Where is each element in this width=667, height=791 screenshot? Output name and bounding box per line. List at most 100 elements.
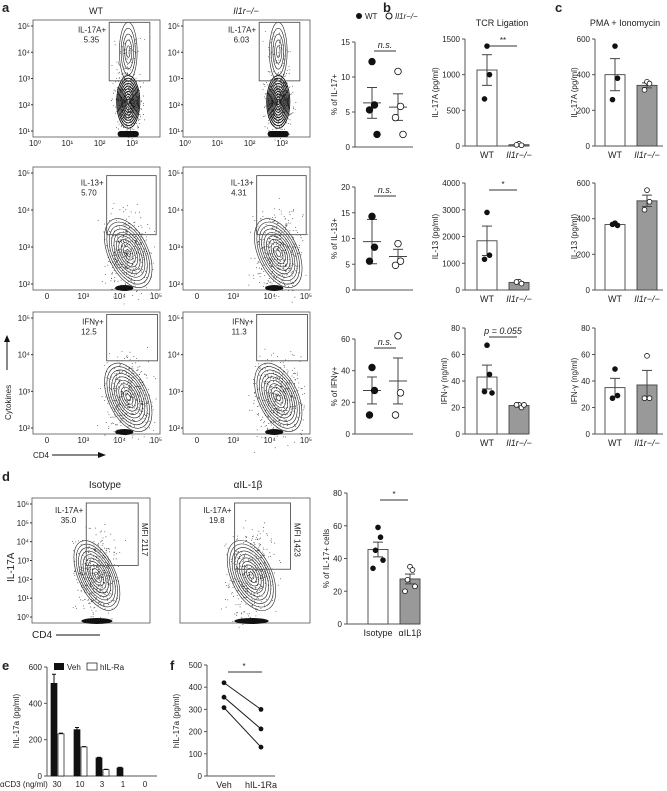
event-dot — [263, 107, 265, 109]
event-dot — [118, 241, 119, 242]
y-tick-label: 20 — [333, 587, 342, 596]
event-dot — [115, 261, 117, 263]
event-dot — [132, 394, 134, 396]
event-dot — [237, 535, 239, 537]
event-dot — [127, 406, 129, 408]
event-dot — [245, 540, 247, 541]
event-dot — [102, 557, 103, 559]
event-dot — [128, 50, 130, 52]
event-dot — [103, 571, 105, 573]
event-dot — [251, 558, 253, 560]
event-dot — [82, 600, 84, 601]
event-dot — [264, 227, 265, 229]
event-dot — [102, 543, 104, 545]
event-dot — [260, 557, 262, 559]
event-dot — [128, 52, 130, 54]
contour — [267, 77, 290, 127]
data-point — [221, 705, 227, 711]
event-dot — [119, 248, 121, 250]
event-dot — [120, 419, 122, 421]
event-dot — [126, 372, 127, 374]
event-dot — [121, 253, 122, 255]
x-category-label: Il1r−/− — [634, 438, 660, 448]
axis-pile — [234, 618, 269, 624]
event-dot — [111, 289, 113, 290]
event-dot — [111, 416, 113, 418]
event-dot — [120, 425, 122, 426]
event-dot — [280, 385, 282, 387]
event-dot — [125, 228, 127, 230]
event-dot — [88, 546, 90, 548]
event-dot — [245, 535, 247, 537]
event-dot — [264, 96, 266, 98]
event-dot — [113, 92, 114, 94]
event-dot — [246, 536, 248, 538]
event-dot — [117, 356, 119, 358]
y-tick-label: 10 — [341, 235, 350, 244]
event-dot — [82, 605, 84, 607]
event-dot — [256, 556, 258, 558]
data-point — [391, 113, 400, 122]
event-dot — [128, 260, 130, 261]
event-dot — [118, 72, 120, 74]
event-dot — [143, 418, 145, 420]
data-point — [368, 363, 376, 372]
event-dot — [133, 224, 135, 226]
event-dot — [115, 272, 117, 274]
event-dot — [126, 237, 128, 239]
event-dot — [126, 355, 128, 357]
contour — [94, 571, 100, 580]
event-dot — [305, 274, 307, 276]
event-dot — [268, 56, 270, 58]
event-dot — [108, 604, 110, 605]
event-dot — [290, 113, 292, 115]
pair-line — [223, 707, 262, 748]
contour — [268, 383, 289, 412]
event-dot — [275, 408, 277, 410]
event-dot — [276, 107, 278, 109]
event-dot — [97, 601, 99, 603]
event-dot — [272, 226, 274, 228]
event-dot — [270, 377, 272, 378]
event-dot — [80, 590, 82, 592]
event-dot — [136, 385, 138, 387]
event-dot — [121, 237, 123, 238]
contour — [126, 45, 131, 58]
event-dot — [95, 527, 97, 529]
event-dot — [280, 257, 282, 259]
event-dot — [278, 89, 280, 91]
contour — [266, 75, 291, 129]
event-dot — [101, 544, 103, 546]
event-dot — [147, 403, 148, 404]
event-dot — [289, 69, 291, 71]
event-dot — [252, 605, 254, 607]
event-dot — [277, 95, 278, 97]
event-dot — [81, 567, 83, 569]
contour — [254, 362, 303, 432]
event-dot — [279, 420, 281, 422]
event-dot — [126, 255, 128, 257]
x-category-label: Veh — [216, 780, 232, 790]
event-dot — [291, 211, 293, 213]
event-dot — [274, 139, 276, 141]
event-dot — [283, 419, 285, 421]
event-dot — [136, 266, 137, 268]
event-dot — [121, 46, 123, 48]
event-dot — [227, 599, 229, 601]
event-dot — [147, 346, 149, 348]
x-category-label: WT — [480, 150, 494, 160]
event-dot — [88, 556, 90, 558]
event-dot — [84, 599, 86, 601]
event-dot — [260, 557, 261, 558]
event-dot — [117, 405, 119, 407]
event-dot — [277, 248, 279, 250]
contour — [125, 249, 131, 257]
event-dot — [140, 400, 142, 402]
event-dot — [255, 607, 257, 609]
event-dot — [138, 126, 140, 128]
event-dot — [126, 231, 128, 233]
event-dot — [276, 110, 278, 111]
data-point — [221, 680, 227, 686]
